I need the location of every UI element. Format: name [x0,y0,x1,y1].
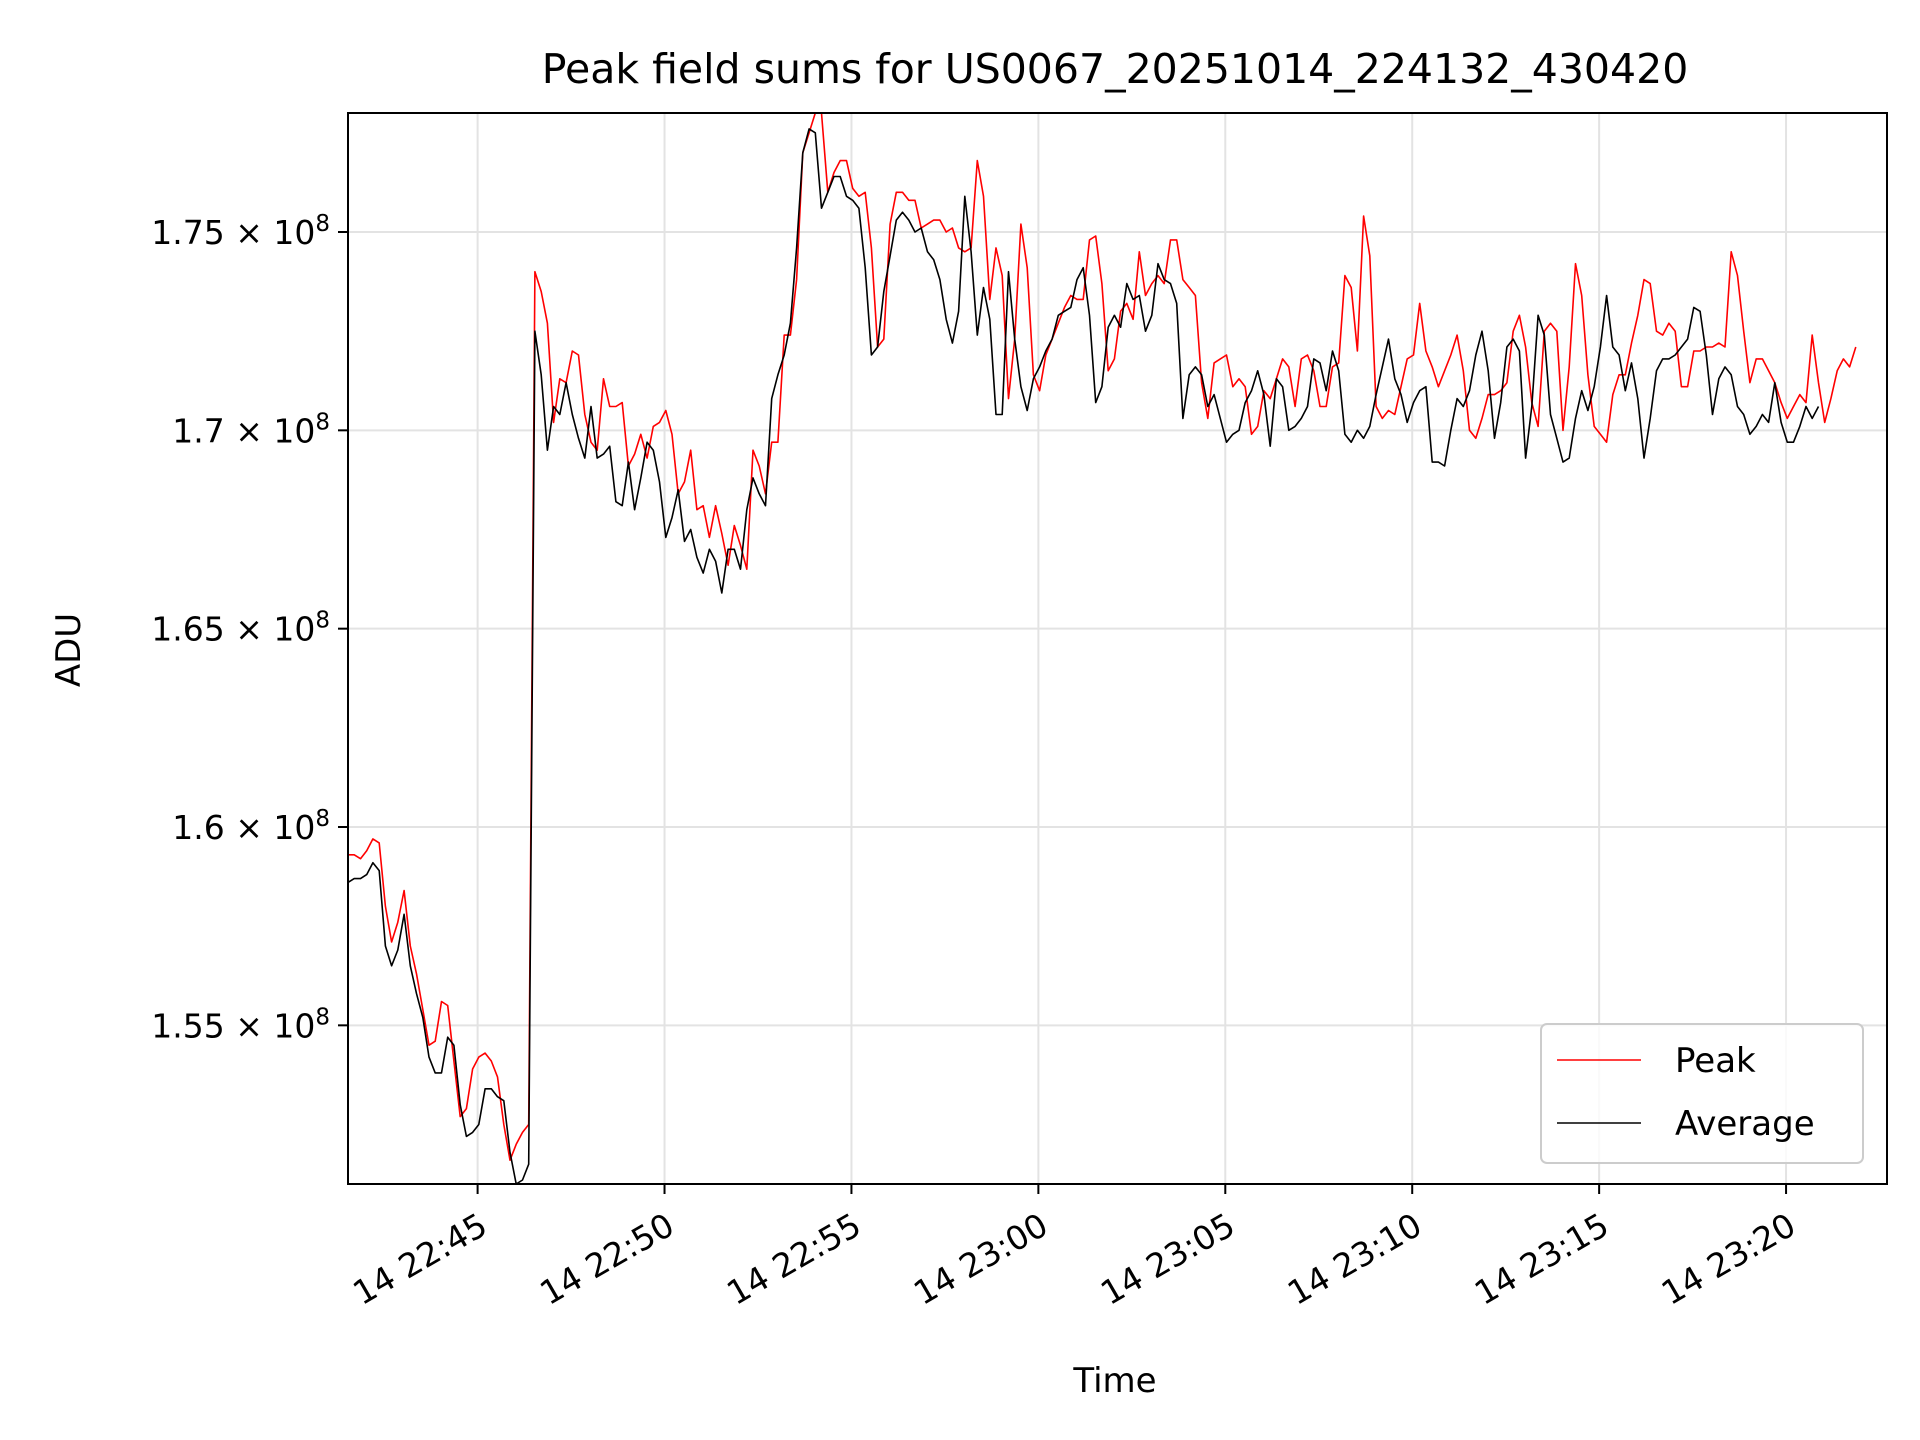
y-tick-label-exponent: 8 [315,608,330,634]
y-tick-label-base: 1.55 × 10 [151,1006,315,1045]
plot-frame [347,112,1888,1185]
y-tick-label: 1.55 × 108 [151,1004,330,1045]
plot-area [348,113,1857,1184]
legend: Peak Average [1540,1023,1864,1164]
y-tick-label-base: 1.6 × 10 [172,808,315,847]
chart-title: Peak field sums for US0067_20251014_2241… [542,45,1689,93]
y-tick-label-exponent: 8 [315,806,330,832]
y-tick-label-exponent: 8 [315,409,330,435]
y-tick-label: 1.75 × 108 [151,211,330,252]
legend-label-average: Average [1675,1104,1815,1144]
y-tick-label: 1.7 × 108 [172,409,330,450]
y-tick-label-base: 1.7 × 10 [172,411,315,450]
y-tick-label-base: 1.75 × 10 [151,213,315,252]
y-axis-label: ADU [49,613,89,687]
series-line-peak [348,113,1857,1161]
y-tick-label: 1.6 × 108 [172,806,330,847]
grid [348,113,1887,1184]
legend-box [1540,1023,1864,1164]
y-tick-label-exponent: 8 [315,211,330,237]
legend-label-peak: Peak [1675,1041,1756,1081]
series-lines [348,113,1857,1184]
x-axis-label: Time [1072,1361,1156,1401]
y-tick-label: 1.65 × 108 [151,608,330,649]
y-tick-label-exponent: 8 [315,1004,330,1030]
series-line-average [348,128,1820,1184]
y-tick-label-base: 1.65 × 10 [151,610,315,649]
